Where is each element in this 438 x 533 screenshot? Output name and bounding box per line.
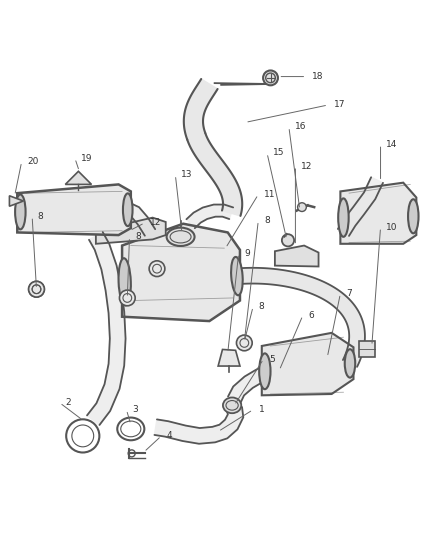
Text: 12: 12 (301, 161, 312, 171)
Circle shape (28, 281, 44, 297)
Circle shape (149, 261, 165, 277)
Ellipse shape (231, 257, 243, 295)
Ellipse shape (119, 258, 131, 305)
Polygon shape (87, 232, 126, 425)
Polygon shape (275, 246, 318, 266)
Text: 5: 5 (269, 354, 275, 364)
FancyBboxPatch shape (359, 341, 375, 357)
Text: 14: 14 (386, 140, 398, 149)
Text: 18: 18 (312, 72, 324, 81)
Polygon shape (228, 366, 269, 403)
Polygon shape (340, 183, 417, 244)
Text: 2: 2 (65, 398, 71, 407)
Ellipse shape (166, 228, 194, 246)
Text: 10: 10 (386, 223, 398, 232)
Text: 6: 6 (308, 311, 314, 320)
Ellipse shape (223, 398, 241, 413)
Text: 1: 1 (259, 405, 265, 414)
Text: 20: 20 (27, 157, 39, 166)
Circle shape (28, 281, 44, 297)
Text: 16: 16 (294, 122, 306, 131)
Text: 4: 4 (167, 431, 173, 440)
Polygon shape (187, 133, 242, 216)
Text: 11: 11 (264, 190, 276, 199)
Text: 8: 8 (264, 216, 270, 225)
Polygon shape (126, 203, 155, 236)
Text: 7: 7 (346, 289, 352, 298)
Polygon shape (262, 333, 353, 395)
Polygon shape (65, 171, 92, 184)
Text: 15: 15 (273, 149, 284, 157)
Ellipse shape (408, 199, 419, 233)
Text: 12: 12 (150, 219, 162, 228)
Ellipse shape (15, 195, 25, 229)
Text: 9: 9 (244, 249, 250, 258)
Circle shape (237, 335, 252, 351)
Polygon shape (218, 350, 240, 366)
Ellipse shape (259, 353, 271, 389)
Circle shape (120, 290, 135, 306)
Text: 8: 8 (38, 212, 43, 221)
Text: 19: 19 (81, 154, 92, 163)
Polygon shape (17, 184, 131, 235)
Text: 17: 17 (334, 100, 345, 109)
Polygon shape (240, 268, 365, 367)
Text: 8: 8 (135, 232, 141, 241)
Polygon shape (122, 224, 240, 321)
Ellipse shape (345, 349, 355, 377)
Polygon shape (155, 407, 244, 444)
Text: 13: 13 (181, 171, 193, 179)
Polygon shape (187, 205, 233, 228)
Polygon shape (184, 79, 218, 140)
Text: 3: 3 (132, 405, 138, 414)
Polygon shape (338, 177, 383, 236)
Polygon shape (96, 217, 166, 244)
Ellipse shape (282, 234, 294, 246)
Text: 8: 8 (259, 302, 265, 311)
Polygon shape (10, 196, 23, 206)
Ellipse shape (263, 70, 278, 85)
Ellipse shape (338, 198, 349, 237)
Ellipse shape (123, 193, 133, 226)
Circle shape (297, 203, 306, 212)
